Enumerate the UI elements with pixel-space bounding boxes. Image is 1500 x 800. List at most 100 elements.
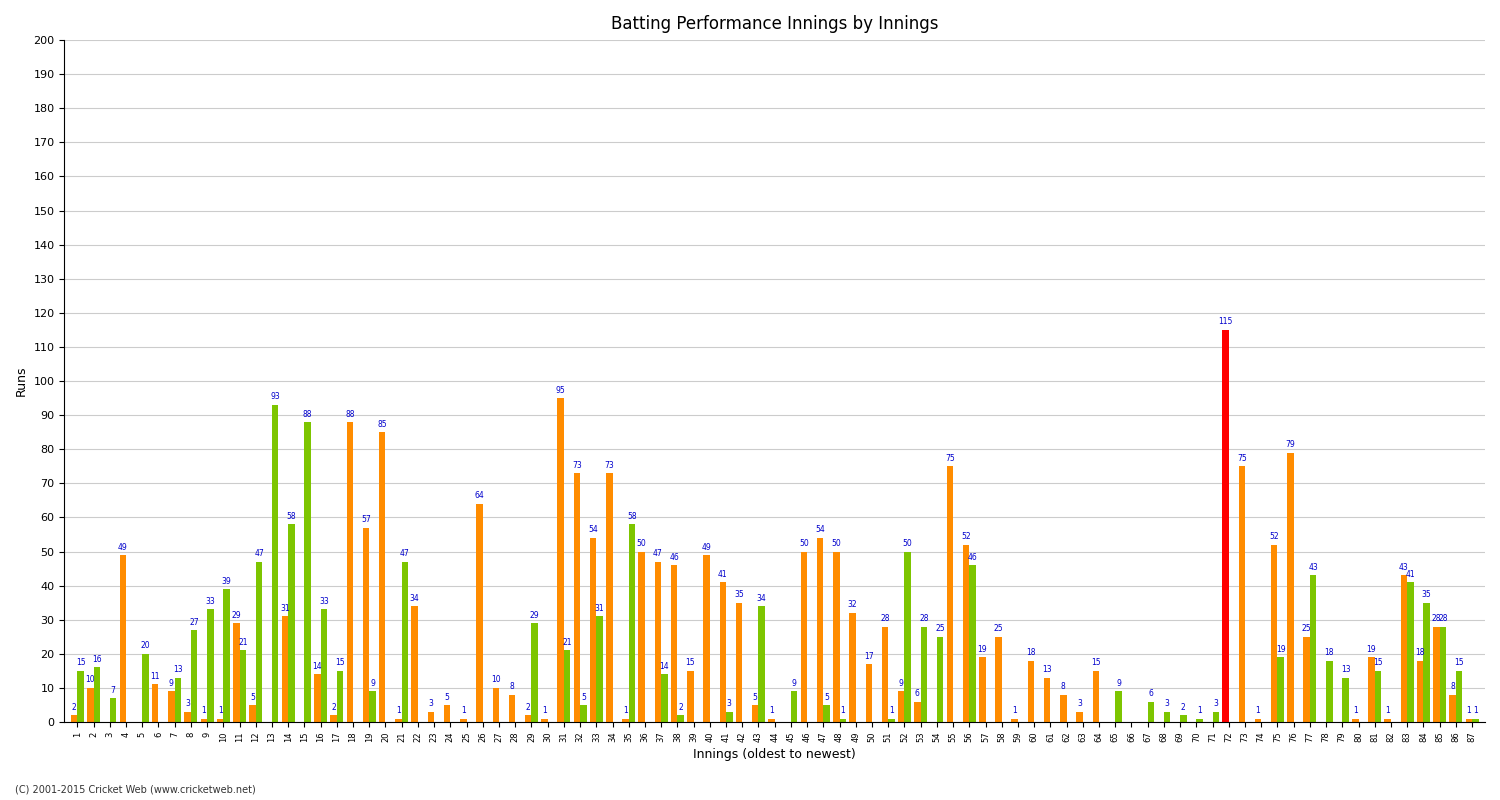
Bar <box>1384 718 1390 722</box>
Bar <box>288 524 294 722</box>
Text: 15: 15 <box>686 658 694 667</box>
Text: 2: 2 <box>332 702 336 712</box>
Bar <box>338 671 344 722</box>
Text: 11: 11 <box>150 672 160 681</box>
Text: 15: 15 <box>1454 658 1464 667</box>
Text: 6: 6 <box>915 689 920 698</box>
Text: 2: 2 <box>678 702 682 712</box>
Bar <box>321 610 327 722</box>
Bar <box>1222 330 1228 722</box>
Bar <box>1180 715 1186 722</box>
Text: 6: 6 <box>1149 689 1154 698</box>
Bar <box>704 555 710 722</box>
Text: 47: 47 <box>400 550 410 558</box>
Text: 3: 3 <box>1214 699 1218 708</box>
Bar <box>1466 718 1472 722</box>
Bar <box>1418 661 1424 722</box>
Text: 3: 3 <box>1164 699 1170 708</box>
Bar <box>224 589 230 722</box>
Bar <box>509 694 515 722</box>
Text: 52: 52 <box>962 532 970 542</box>
Bar <box>639 551 645 722</box>
Bar <box>865 664 871 722</box>
Text: 9: 9 <box>792 679 796 688</box>
Text: 33: 33 <box>320 597 328 606</box>
Bar <box>142 654 148 722</box>
Text: 54: 54 <box>815 526 825 534</box>
Bar <box>726 712 732 722</box>
Bar <box>402 562 408 722</box>
Bar <box>201 718 207 722</box>
Text: 27: 27 <box>189 618 200 626</box>
Bar <box>477 504 483 722</box>
Bar <box>1352 718 1359 722</box>
Bar <box>580 705 586 722</box>
Text: 18: 18 <box>1324 648 1334 657</box>
Bar <box>70 715 78 722</box>
X-axis label: Innings (oldest to newest): Innings (oldest to newest) <box>693 748 856 761</box>
Text: 57: 57 <box>362 515 370 524</box>
Bar <box>492 688 500 722</box>
Bar <box>898 691 904 722</box>
Bar <box>87 688 93 722</box>
Text: 34: 34 <box>410 594 420 602</box>
Bar <box>1432 626 1440 722</box>
Text: 49: 49 <box>118 542 128 551</box>
Bar <box>1077 712 1083 722</box>
Text: 35: 35 <box>734 590 744 599</box>
Text: 88: 88 <box>303 410 312 418</box>
Bar <box>1342 678 1348 722</box>
Text: 1: 1 <box>770 706 774 715</box>
Text: 7: 7 <box>111 686 116 694</box>
Text: 20: 20 <box>141 642 150 650</box>
Text: 1: 1 <box>1473 706 1478 715</box>
Text: 93: 93 <box>270 393 280 402</box>
Text: 64: 64 <box>474 491 484 500</box>
Bar <box>904 551 910 722</box>
Bar <box>363 528 369 722</box>
Bar <box>1239 466 1245 722</box>
Bar <box>232 623 240 722</box>
Bar <box>1368 657 1374 722</box>
Bar <box>662 674 668 722</box>
Text: 13: 13 <box>1042 666 1052 674</box>
Bar <box>249 705 256 722</box>
Bar <box>818 538 824 722</box>
Text: 35: 35 <box>1422 590 1431 599</box>
Bar <box>1326 661 1332 722</box>
Bar <box>1374 671 1382 722</box>
Text: 1: 1 <box>1386 706 1390 715</box>
Text: 1: 1 <box>1197 706 1202 715</box>
Text: 15: 15 <box>76 658 86 667</box>
Bar <box>670 565 678 722</box>
Text: 3: 3 <box>1077 699 1082 708</box>
Text: 15: 15 <box>1372 658 1383 667</box>
Bar <box>1424 602 1430 722</box>
Text: 39: 39 <box>222 577 231 586</box>
Text: 1: 1 <box>217 706 222 715</box>
Bar <box>207 610 213 722</box>
Text: 25: 25 <box>1302 624 1311 634</box>
Bar <box>152 685 159 722</box>
Text: 50: 50 <box>638 539 646 548</box>
Bar <box>531 623 538 722</box>
Bar <box>914 702 921 722</box>
Y-axis label: Runs: Runs <box>15 366 28 396</box>
Text: 1: 1 <box>396 706 400 715</box>
Text: 47: 47 <box>254 550 264 558</box>
Text: 50: 50 <box>831 539 842 548</box>
Text: 1: 1 <box>1353 706 1358 715</box>
Text: 5: 5 <box>580 693 586 702</box>
Text: 79: 79 <box>1286 440 1296 450</box>
Bar <box>1116 691 1122 722</box>
Text: 15: 15 <box>336 658 345 667</box>
Bar <box>1011 718 1019 722</box>
Bar <box>427 712 433 722</box>
Text: 28: 28 <box>920 614 928 623</box>
Text: 88: 88 <box>345 410 354 418</box>
Bar <box>963 545 969 722</box>
Bar <box>394 718 402 722</box>
Bar <box>217 718 223 722</box>
Bar <box>1028 661 1033 722</box>
Text: 1: 1 <box>460 706 465 715</box>
